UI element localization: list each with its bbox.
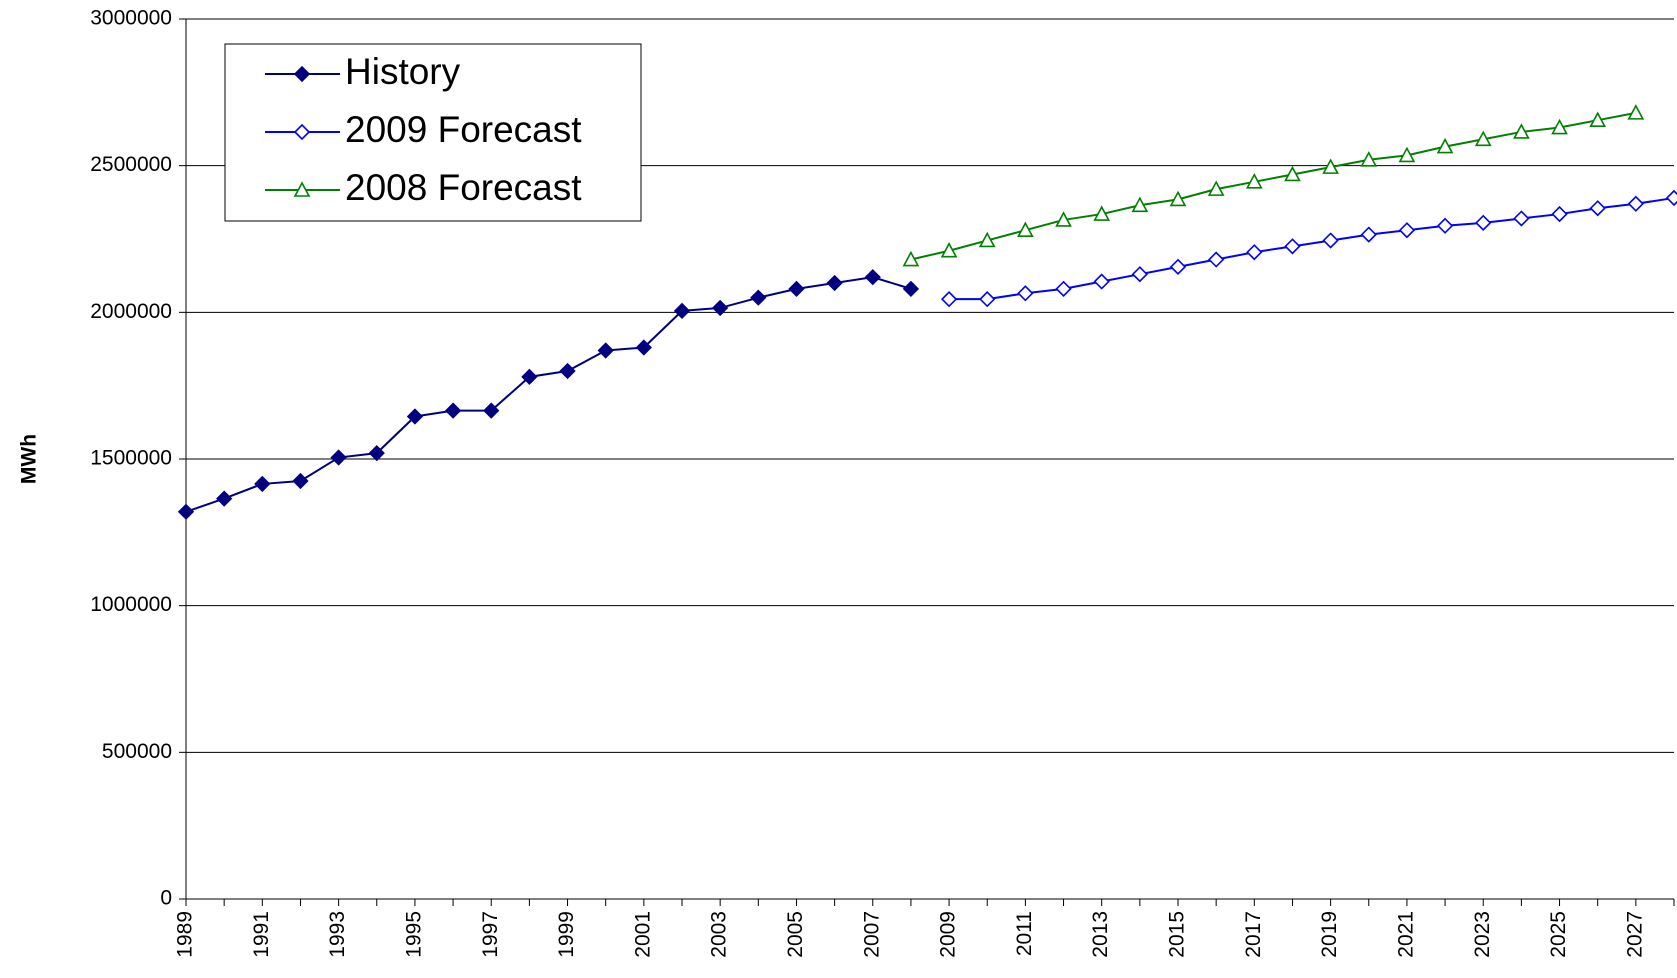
legend-label: 2008 Forecast bbox=[345, 167, 582, 208]
point-marker bbox=[1208, 251, 1225, 268]
point-marker bbox=[1055, 280, 1072, 297]
point-marker bbox=[940, 242, 958, 258]
x-tick-label: 2025 bbox=[1547, 911, 1570, 958]
x-tick-label: 1997 bbox=[479, 911, 502, 958]
x-tick-label: 2011 bbox=[1013, 911, 1036, 956]
x-tick-label: 2007 bbox=[860, 911, 883, 958]
point-marker bbox=[1093, 273, 1110, 290]
point-marker bbox=[979, 291, 996, 308]
y-tick-label: 3000000 bbox=[90, 7, 172, 30]
point-marker bbox=[826, 274, 843, 292]
point-marker bbox=[216, 490, 233, 507]
point-marker bbox=[673, 302, 691, 319]
x-tick-label: 2005 bbox=[784, 911, 807, 958]
point-marker bbox=[1322, 232, 1339, 249]
point-marker bbox=[1589, 200, 1606, 217]
point-marker bbox=[1475, 214, 1492, 231]
point-marker bbox=[1360, 226, 1377, 243]
point-marker bbox=[902, 250, 920, 267]
x-tick-label: 2017 bbox=[1242, 911, 1265, 958]
point-marker bbox=[750, 289, 767, 306]
point-marker bbox=[1131, 196, 1149, 213]
point-marker bbox=[1398, 222, 1416, 239]
point-marker bbox=[1131, 266, 1148, 283]
point-marker bbox=[1322, 158, 1339, 174]
point-marker bbox=[1055, 211, 1072, 227]
point-marker bbox=[1169, 258, 1187, 275]
point-marker bbox=[864, 269, 881, 286]
y-tick-label: 2000000 bbox=[90, 300, 172, 323]
legend-marker bbox=[293, 65, 311, 83]
y-axis-label: MWh bbox=[18, 434, 41, 484]
x-tick-label: 2009 bbox=[937, 911, 960, 958]
point-marker bbox=[292, 472, 309, 490]
x-tick-label: 2027 bbox=[1623, 911, 1646, 958]
point-marker bbox=[254, 475, 271, 493]
point-marker bbox=[1627, 195, 1644, 212]
x-tick-label: 2013 bbox=[1089, 911, 1112, 958]
point-marker bbox=[597, 342, 614, 359]
legend-marker bbox=[293, 123, 311, 141]
point-marker bbox=[1093, 205, 1111, 221]
x-tick-label: 2015 bbox=[1166, 911, 1189, 958]
x-tick-label: 2021 bbox=[1394, 911, 1417, 958]
point-marker bbox=[368, 445, 385, 462]
point-marker bbox=[788, 280, 805, 297]
point-marker bbox=[1284, 238, 1301, 255]
y-tick-label: 0 bbox=[160, 887, 172, 910]
point-marker bbox=[1513, 123, 1530, 139]
point-marker bbox=[712, 299, 729, 317]
x-tick-label: 1989 bbox=[174, 911, 197, 958]
legend-label: History bbox=[345, 51, 461, 92]
x-tick-label: 1995 bbox=[402, 911, 425, 958]
legend: History 2009 Forecast 2008 Forecast bbox=[224, 43, 642, 222]
point-marker bbox=[483, 402, 500, 419]
x-tick-label: 1999 bbox=[555, 911, 578, 958]
point-marker bbox=[940, 291, 958, 308]
y-tick-label: 1000000 bbox=[90, 593, 172, 616]
point-marker bbox=[1513, 210, 1530, 227]
point-marker bbox=[1474, 130, 1492, 147]
point-marker bbox=[177, 503, 195, 520]
series-line bbox=[910, 111, 1637, 261]
x-tick-label: 2023 bbox=[1471, 911, 1494, 958]
point-marker bbox=[1436, 137, 1454, 154]
point-marker bbox=[1169, 190, 1187, 207]
point-marker bbox=[444, 402, 462, 419]
point-marker bbox=[902, 280, 920, 297]
point-marker bbox=[1398, 146, 1416, 163]
point-marker bbox=[978, 231, 996, 248]
y-tick-label: 500000 bbox=[102, 740, 172, 763]
x-tick-label: 2003 bbox=[708, 911, 731, 958]
point-marker bbox=[1627, 104, 1645, 120]
point-marker bbox=[330, 449, 347, 466]
point-marker bbox=[1245, 173, 1263, 189]
point-marker bbox=[1246, 244, 1263, 261]
x-tick-label: 1993 bbox=[326, 911, 349, 958]
point-marker bbox=[1207, 180, 1225, 196]
point-marker bbox=[1360, 151, 1378, 167]
point-marker bbox=[1551, 118, 1568, 135]
y-tick-label: 2500000 bbox=[90, 153, 172, 176]
point-marker bbox=[1436, 217, 1454, 234]
point-marker bbox=[521, 368, 538, 385]
point-marker bbox=[635, 339, 652, 356]
point-marker bbox=[1017, 285, 1034, 302]
legend-marker bbox=[293, 181, 311, 197]
x-tick-label: 1991 bbox=[250, 911, 273, 958]
point-marker bbox=[1017, 221, 1034, 237]
legend-label: 2009 Forecast bbox=[345, 109, 582, 150]
x-tick-label: 2019 bbox=[1318, 911, 1341, 958]
point-marker bbox=[559, 362, 576, 380]
point-marker bbox=[1589, 111, 1607, 127]
point-marker bbox=[406, 408, 424, 425]
point-marker bbox=[1665, 189, 1677, 207]
y-tick-label: 1500000 bbox=[90, 447, 172, 470]
point-marker bbox=[1551, 205, 1568, 223]
point-marker bbox=[1284, 165, 1301, 182]
x-tick-label: 2001 bbox=[631, 911, 654, 958]
